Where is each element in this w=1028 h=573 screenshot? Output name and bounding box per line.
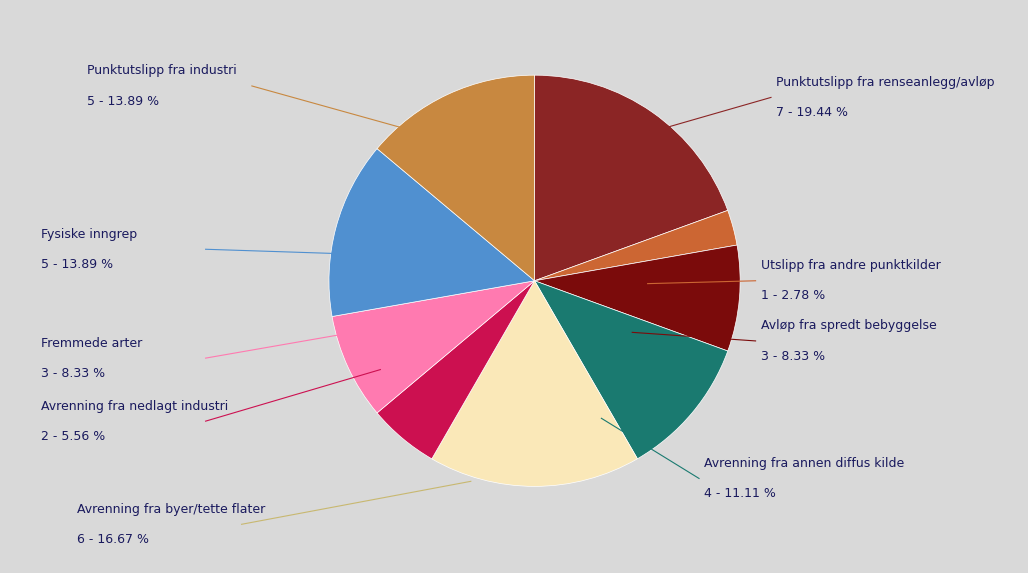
Text: Utslipp fra andre punktkilder: Utslipp fra andre punktkilder — [761, 259, 941, 272]
Text: Punktutslipp fra industri: Punktutslipp fra industri — [87, 64, 237, 77]
Text: 6 - 16.67 %: 6 - 16.67 % — [77, 533, 149, 546]
Text: Punktutslipp fra renseanlegg/avløp: Punktutslipp fra renseanlegg/avløp — [776, 76, 995, 89]
Text: 3 - 8.33 %: 3 - 8.33 % — [761, 350, 824, 363]
Wedge shape — [535, 75, 728, 281]
Text: Avrenning fra annen diffus kilde: Avrenning fra annen diffus kilde — [704, 457, 905, 470]
Wedge shape — [329, 148, 535, 316]
Wedge shape — [535, 210, 737, 281]
Text: 1 - 2.78 %: 1 - 2.78 % — [761, 289, 824, 303]
Text: Avrenning fra nedlagt industri: Avrenning fra nedlagt industri — [41, 399, 228, 413]
Wedge shape — [377, 75, 535, 281]
Text: Fysiske inngrep: Fysiske inngrep — [41, 227, 138, 241]
Wedge shape — [432, 281, 637, 486]
Wedge shape — [332, 281, 535, 413]
Text: 7 - 19.44 %: 7 - 19.44 % — [776, 106, 848, 119]
Text: 3 - 8.33 %: 3 - 8.33 % — [41, 367, 105, 380]
Wedge shape — [377, 281, 535, 459]
Text: 4 - 11.11 %: 4 - 11.11 % — [704, 487, 776, 500]
Text: Fremmede arter: Fremmede arter — [41, 336, 142, 350]
Wedge shape — [535, 281, 728, 459]
Wedge shape — [535, 245, 740, 351]
Text: 2 - 5.56 %: 2 - 5.56 % — [41, 430, 106, 443]
Text: 5 - 13.89 %: 5 - 13.89 % — [41, 258, 113, 271]
Text: Avløp fra spredt bebyggelse: Avløp fra spredt bebyggelse — [761, 319, 937, 332]
Text: Avrenning fra byer/tette flater: Avrenning fra byer/tette flater — [77, 503, 265, 516]
Text: 5 - 13.89 %: 5 - 13.89 % — [87, 95, 159, 108]
